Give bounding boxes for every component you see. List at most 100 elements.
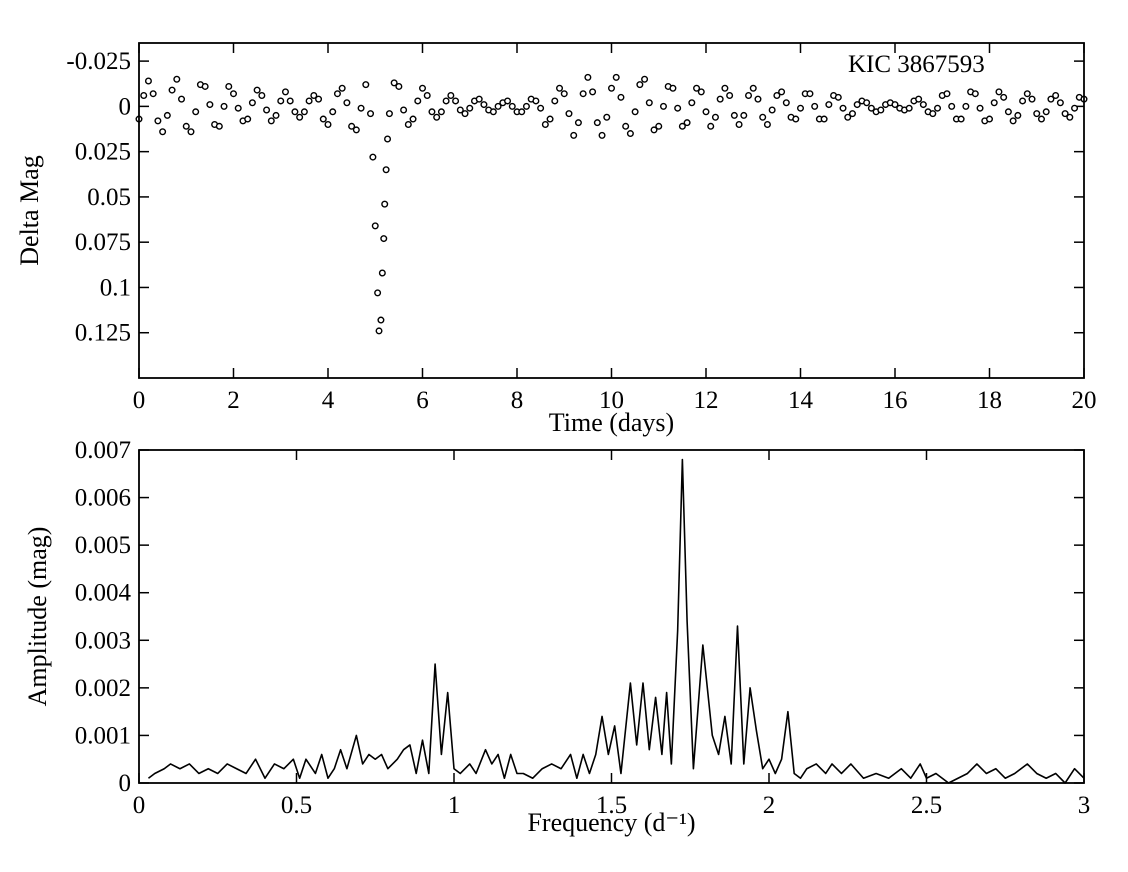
data-point [541, 120, 549, 128]
data-point [773, 92, 781, 100]
data-point [948, 102, 956, 110]
y-tick-label: 0.004 [75, 580, 132, 607]
data-point [669, 84, 677, 92]
data-point [603, 113, 611, 121]
x-tick-label: 0 [133, 387, 146, 414]
y-tick-label: 0.003 [75, 627, 131, 654]
data-point [267, 117, 275, 125]
data-point [206, 101, 214, 109]
data-point [797, 104, 805, 112]
x-tick-label: 16 [883, 387, 908, 414]
data-point [234, 104, 242, 112]
x-tick-label: 20 [1072, 387, 1097, 414]
data-point [475, 95, 483, 103]
data-point [570, 131, 578, 139]
data-point [556, 84, 564, 92]
data-point [631, 108, 639, 116]
data-point [565, 110, 573, 118]
data-point [310, 92, 318, 100]
data-point [508, 102, 516, 110]
data-point [645, 99, 653, 107]
data-point [352, 126, 360, 134]
data-point [641, 75, 649, 83]
data-point [466, 104, 474, 112]
x-tick-label: 10 [599, 387, 624, 414]
x-tick-label: 2 [227, 387, 240, 414]
y-tick-label: 0.007 [75, 437, 131, 464]
x-tick-label: 6 [416, 387, 429, 414]
data-point [1061, 110, 1069, 118]
data-point [329, 108, 337, 116]
data-point [716, 95, 724, 103]
y-tick-label: 0 [119, 770, 132, 797]
y-tick-label: 0.125 [75, 320, 131, 347]
data-point [494, 102, 502, 110]
data-point [659, 102, 667, 110]
plot-frame [138, 449, 1085, 784]
data-point [919, 101, 927, 109]
data-point [608, 84, 616, 92]
data-point [711, 113, 719, 121]
data-point [674, 104, 682, 112]
data-point [853, 101, 861, 109]
data-point [532, 97, 540, 105]
data-point [296, 113, 304, 121]
data-point [820, 115, 828, 123]
data-point [404, 120, 412, 128]
data-point [371, 222, 379, 230]
data-point [1056, 99, 1064, 107]
data-point [678, 122, 686, 130]
data-point [149, 90, 157, 98]
data-point [650, 126, 658, 134]
data-point [187, 128, 195, 136]
data-point [589, 88, 597, 96]
data-point [348, 122, 356, 130]
data-point [461, 110, 469, 118]
data-point [1052, 92, 1060, 100]
data-point [504, 97, 512, 105]
data-point [377, 316, 385, 324]
x-tick-label: 2.5 [911, 792, 942, 819]
data-point [173, 75, 181, 83]
data-point [384, 135, 392, 143]
data-point [423, 92, 431, 100]
data-point [489, 108, 497, 116]
x-tick-label: 18 [977, 387, 1002, 414]
data-point [877, 106, 885, 114]
data-point [735, 120, 743, 128]
data-point [995, 88, 1003, 96]
data-point [574, 119, 582, 127]
data-point [409, 115, 417, 123]
data-point [579, 90, 587, 98]
data-point [811, 102, 819, 110]
annotation: KIC 3867593 [848, 51, 985, 78]
data-point [825, 101, 833, 109]
data-point [962, 102, 970, 110]
data-point [300, 108, 308, 116]
data-point [655, 122, 663, 130]
data-point [253, 86, 261, 94]
data-point [319, 115, 327, 123]
data-point [385, 110, 393, 118]
data-point [1000, 93, 1008, 101]
data-point [688, 99, 696, 107]
data-point [693, 84, 701, 92]
data-point [891, 101, 899, 109]
data-point [957, 115, 965, 123]
data-point [1042, 108, 1050, 116]
data-point [390, 79, 398, 87]
data-point [286, 97, 294, 105]
data-point [863, 99, 871, 107]
data-point [333, 90, 341, 98]
data-point [792, 115, 800, 123]
data-point [867, 104, 875, 112]
data-point [192, 108, 200, 116]
y-tick-label: -0.025 [66, 48, 131, 75]
data-point [395, 82, 403, 90]
data-point [367, 110, 375, 118]
data-point [763, 120, 771, 128]
data-point [357, 104, 365, 112]
data-point [626, 130, 634, 138]
data-point [272, 111, 280, 119]
